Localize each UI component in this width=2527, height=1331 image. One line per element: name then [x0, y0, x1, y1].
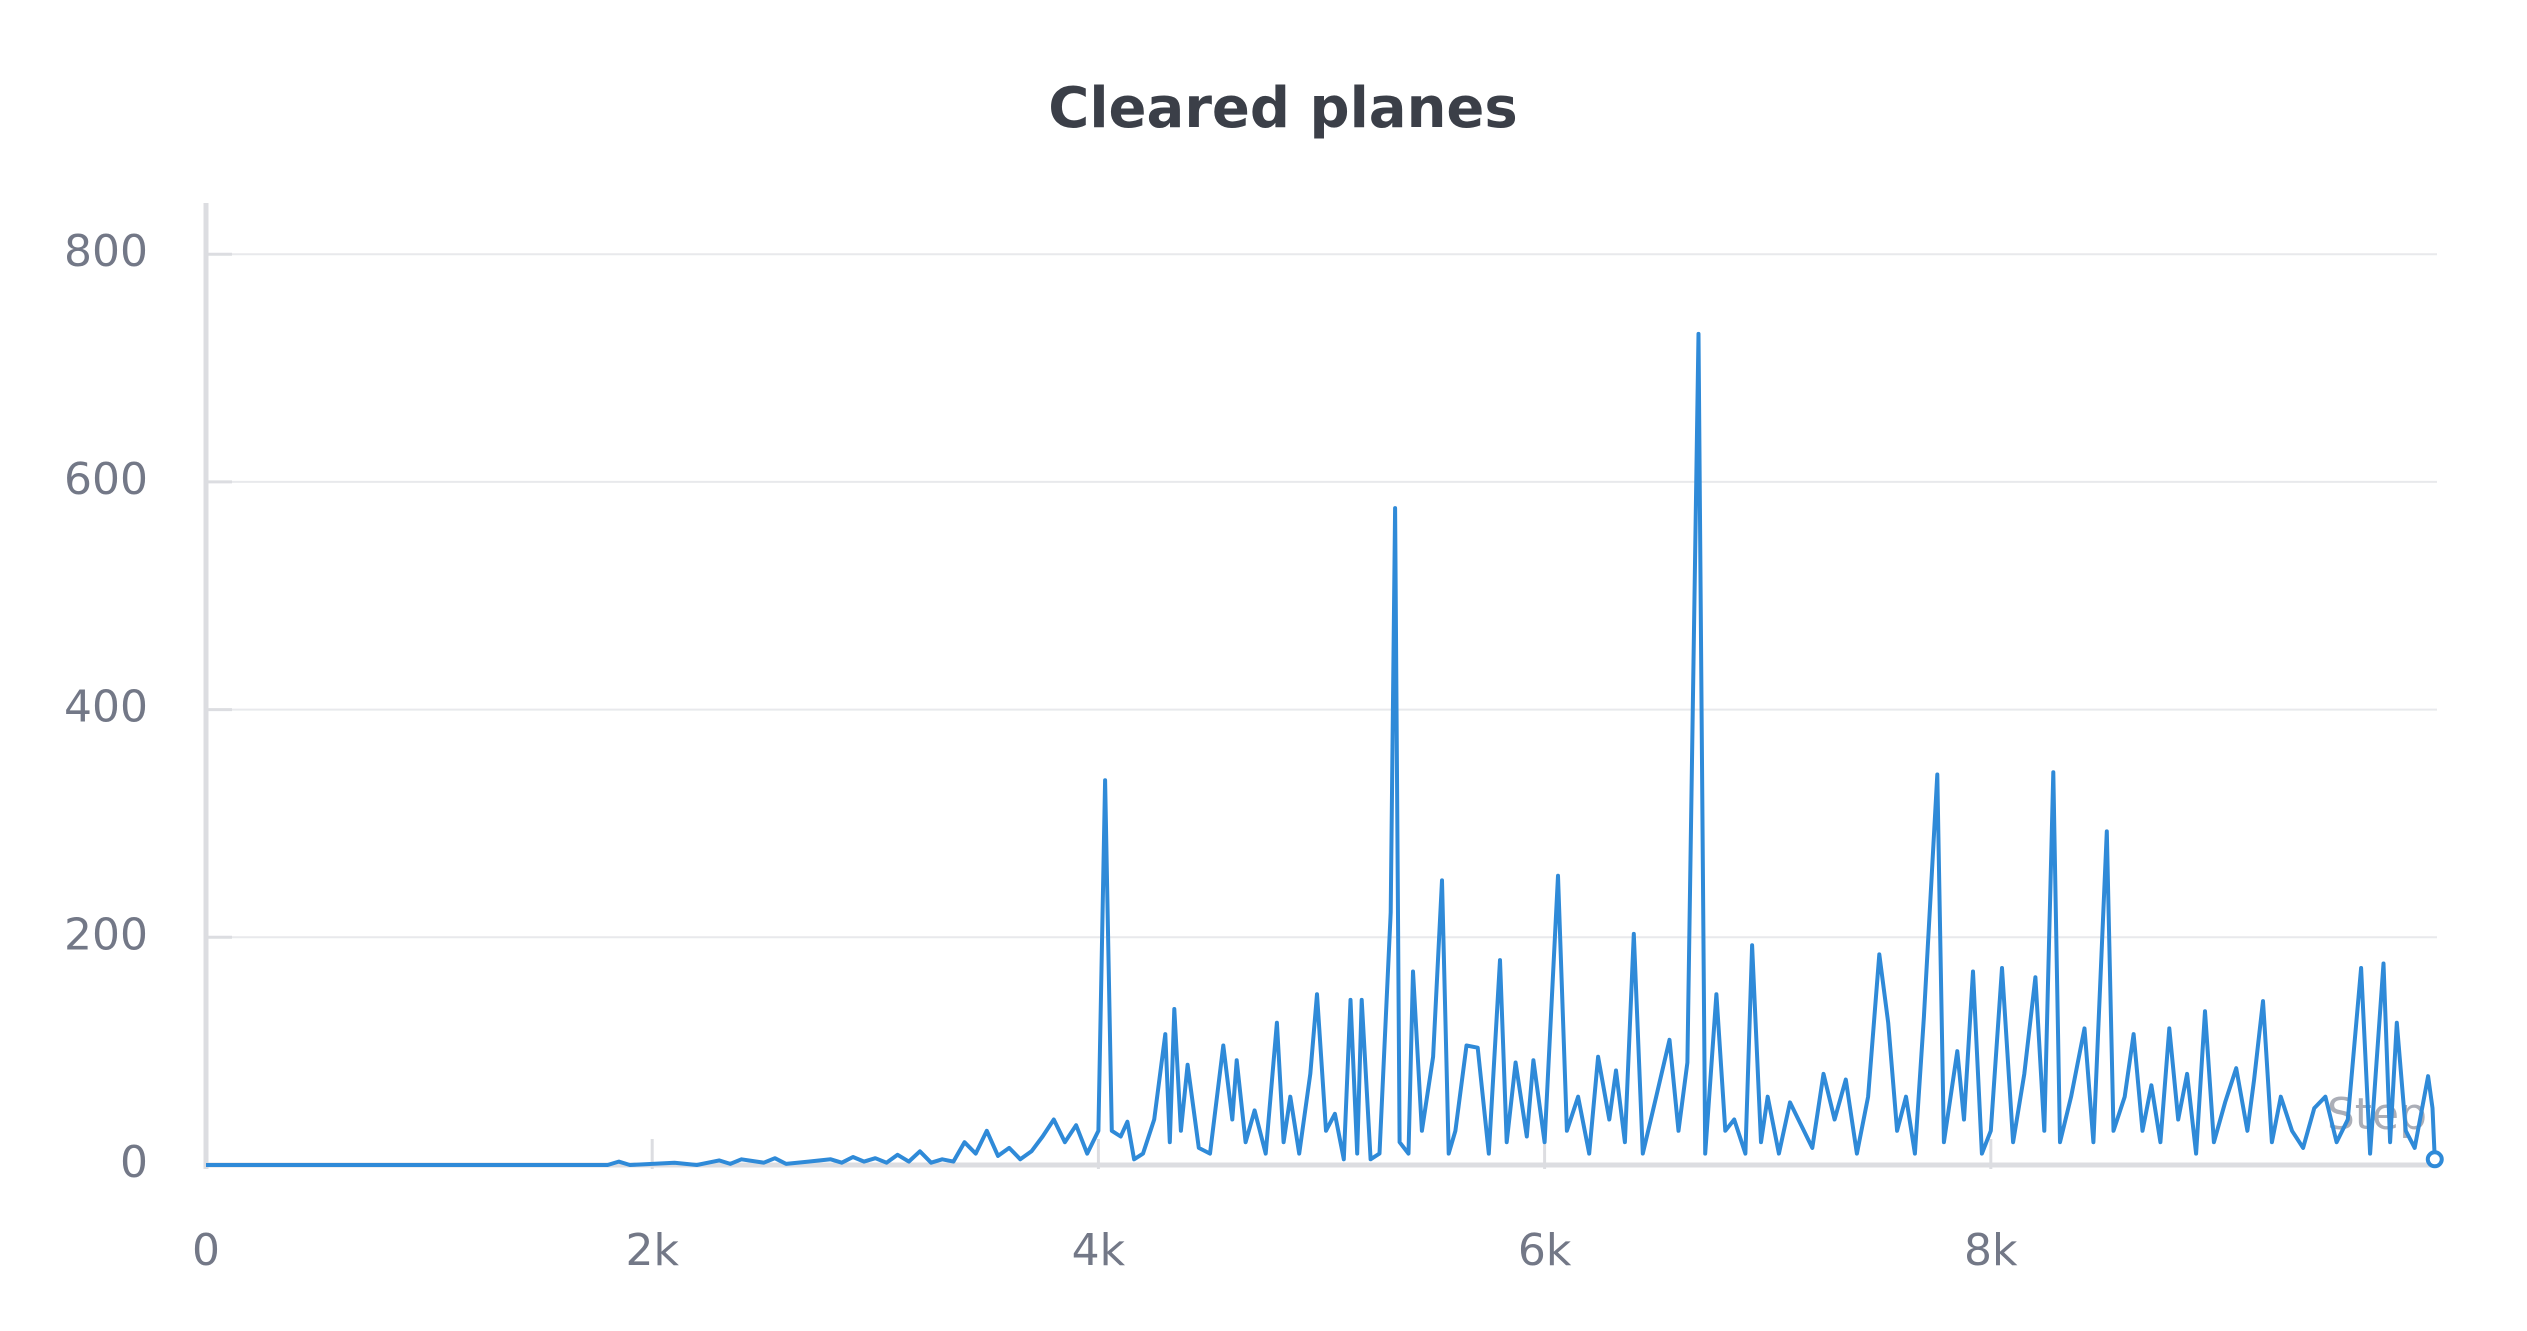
x-tick-label: 0	[192, 1225, 220, 1276]
line	[206, 331, 2437, 1167]
chart-title: Cleared planes	[1048, 76, 1518, 141]
x-tick-label: 6k	[1518, 1225, 1572, 1276]
end-point	[2425, 1150, 2444, 1169]
y-tick-label: 800	[64, 226, 148, 277]
x-tick-label: 2k	[625, 1225, 679, 1276]
y-tick-label: 600	[64, 454, 148, 505]
x-tick-label: 8k	[1964, 1225, 2018, 1276]
x-tick-label: 4k	[1072, 1225, 1126, 1276]
y-tick-label: 0	[120, 1137, 148, 1188]
y-tick-label: 400	[64, 682, 148, 733]
y-tick-label: 200	[64, 909, 148, 960]
